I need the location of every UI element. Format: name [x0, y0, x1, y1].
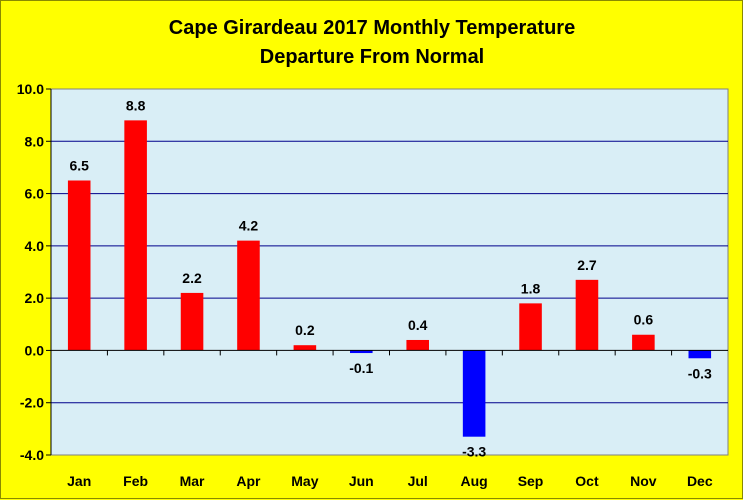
data-label: 0.4: [408, 317, 428, 333]
x-tick-label: Jun: [349, 473, 374, 489]
bar-dec: [688, 350, 712, 359]
x-tick-label: Mar: [180, 473, 205, 489]
bar-mar: [180, 292, 204, 351]
bars: [67, 120, 712, 437]
bar-feb: [124, 120, 147, 351]
x-tick-label: Apr: [236, 473, 261, 489]
axes: [46, 88, 728, 456]
plot-area: [50, 88, 729, 456]
bar-jun: [350, 350, 373, 354]
data-label: -3.3: [462, 444, 486, 460]
x-tick-label: Nov: [630, 473, 657, 489]
chart-title-line-2: Departure From Normal: [260, 46, 485, 68]
bar-jul: [406, 339, 429, 351]
bar-oct: [575, 279, 599, 351]
x-tick-label: Jul: [408, 473, 428, 489]
y-tick-label: 0.0: [25, 342, 45, 358]
x-axis-tick-labels: Jan Feb Mar Apr May Jun Jul Aug Sep Oct Nov Dec: [67, 473, 713, 489]
data-label: 2.2: [182, 270, 202, 286]
x-tick-label: Jan: [67, 473, 91, 489]
data-label: -0.1: [349, 360, 373, 376]
data-label: 2.7: [577, 257, 597, 273]
y-tick-label: 4.0: [25, 238, 45, 254]
x-tick-label: Dec: [687, 473, 713, 489]
y-tick-label: 8.0: [25, 133, 45, 149]
x-tick-label: Feb: [123, 473, 148, 489]
chart-title-line-1: Cape Girardeau 2017 Monthly Temperature: [169, 17, 575, 39]
bar-may: [293, 345, 317, 351]
data-label: 0.6: [634, 312, 654, 328]
data-label: 4.2: [239, 218, 259, 234]
data-label: 8.8: [126, 97, 146, 113]
bar-aug: [462, 350, 486, 437]
x-tick-label: May: [291, 473, 318, 489]
data-label: 0.2: [295, 322, 315, 338]
x-tick-label: Aug: [461, 473, 488, 489]
bar-jan: [67, 180, 91, 351]
y-axis-tick-labels: 10.0 8.0 6.0 4.0 2.0 0.0 -2.0 -4.0: [17, 81, 44, 463]
gridlines: [51, 140, 728, 404]
data-label: 1.8: [521, 280, 541, 296]
bar-apr: [237, 240, 260, 351]
data-label: 6.5: [69, 158, 89, 174]
bar-nov: [632, 334, 655, 351]
data-labels: 6.5 8.8 2.2 4.2 0.2 -0.1 0.4 -3.3 1.8 2.7 0.6 -0.3: [69, 97, 712, 459]
x-tick-label: Oct: [575, 473, 599, 489]
bar-sep: [519, 303, 542, 351]
y-tick-label: 2.0: [25, 290, 45, 306]
y-tick-label: 10.0: [17, 81, 44, 97]
y-tick-label: 6.0: [25, 186, 45, 202]
data-label: -0.3: [688, 365, 712, 381]
y-tick-label: -4.0: [20, 447, 44, 463]
x-tick-label: Sep: [518, 473, 544, 489]
y-tick-label: -2.0: [20, 395, 44, 411]
